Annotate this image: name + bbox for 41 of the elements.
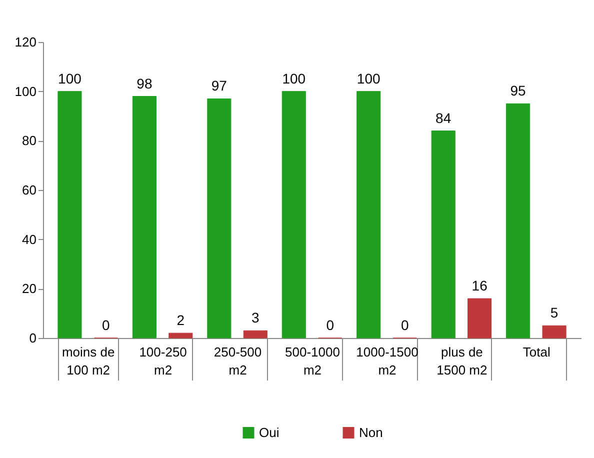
y-tick-label: 120 xyxy=(14,34,36,50)
bar xyxy=(431,130,456,338)
data-label: 100 xyxy=(282,70,306,86)
x-tick-label: Total xyxy=(522,344,551,360)
x-tick-label: 100-250 m2 xyxy=(139,344,187,378)
data-label: 100 xyxy=(58,70,82,86)
x-tick-label: plus de 1500 m2 xyxy=(436,344,488,378)
y-tick-label: 0 xyxy=(29,330,36,346)
data-label: 97 xyxy=(211,78,228,94)
x-tick-label: 500-1000 m2 xyxy=(285,344,340,378)
y-tick-label: 80 xyxy=(22,133,36,148)
data-label: 0 xyxy=(326,317,334,333)
bar xyxy=(282,91,306,338)
y-tick-label: 60 xyxy=(22,182,36,198)
data-label: 2 xyxy=(176,312,185,328)
x-tick-label: 250-500 m2 xyxy=(214,344,262,378)
bar xyxy=(542,325,566,338)
bar xyxy=(506,103,530,338)
x-tick-label: moins de 100 m2 xyxy=(62,344,115,378)
data-label: 100 xyxy=(356,70,380,86)
y-tick-label: 20 xyxy=(22,281,36,296)
bar xyxy=(168,332,193,338)
data-label: 16 xyxy=(472,278,488,294)
data-label: 3 xyxy=(251,310,260,326)
data-label: 84 xyxy=(436,110,452,126)
bar xyxy=(58,91,82,338)
bar xyxy=(468,298,492,338)
data-label: 95 xyxy=(510,82,526,99)
bar xyxy=(356,91,381,338)
data-label: 0 xyxy=(102,317,110,333)
data-label: 5 xyxy=(550,304,558,321)
y-tick-label: 40 xyxy=(22,232,36,247)
legend-label: Oui xyxy=(259,424,280,440)
legend-label: Non xyxy=(359,424,383,440)
x-tick-label: 1000-1500 m2 xyxy=(356,344,418,378)
bar xyxy=(207,98,232,338)
bar xyxy=(243,330,268,338)
data-label: 0 xyxy=(400,317,409,333)
y-tick-label: 100 xyxy=(14,84,36,99)
bar xyxy=(132,96,156,338)
data-label: 98 xyxy=(136,75,152,92)
